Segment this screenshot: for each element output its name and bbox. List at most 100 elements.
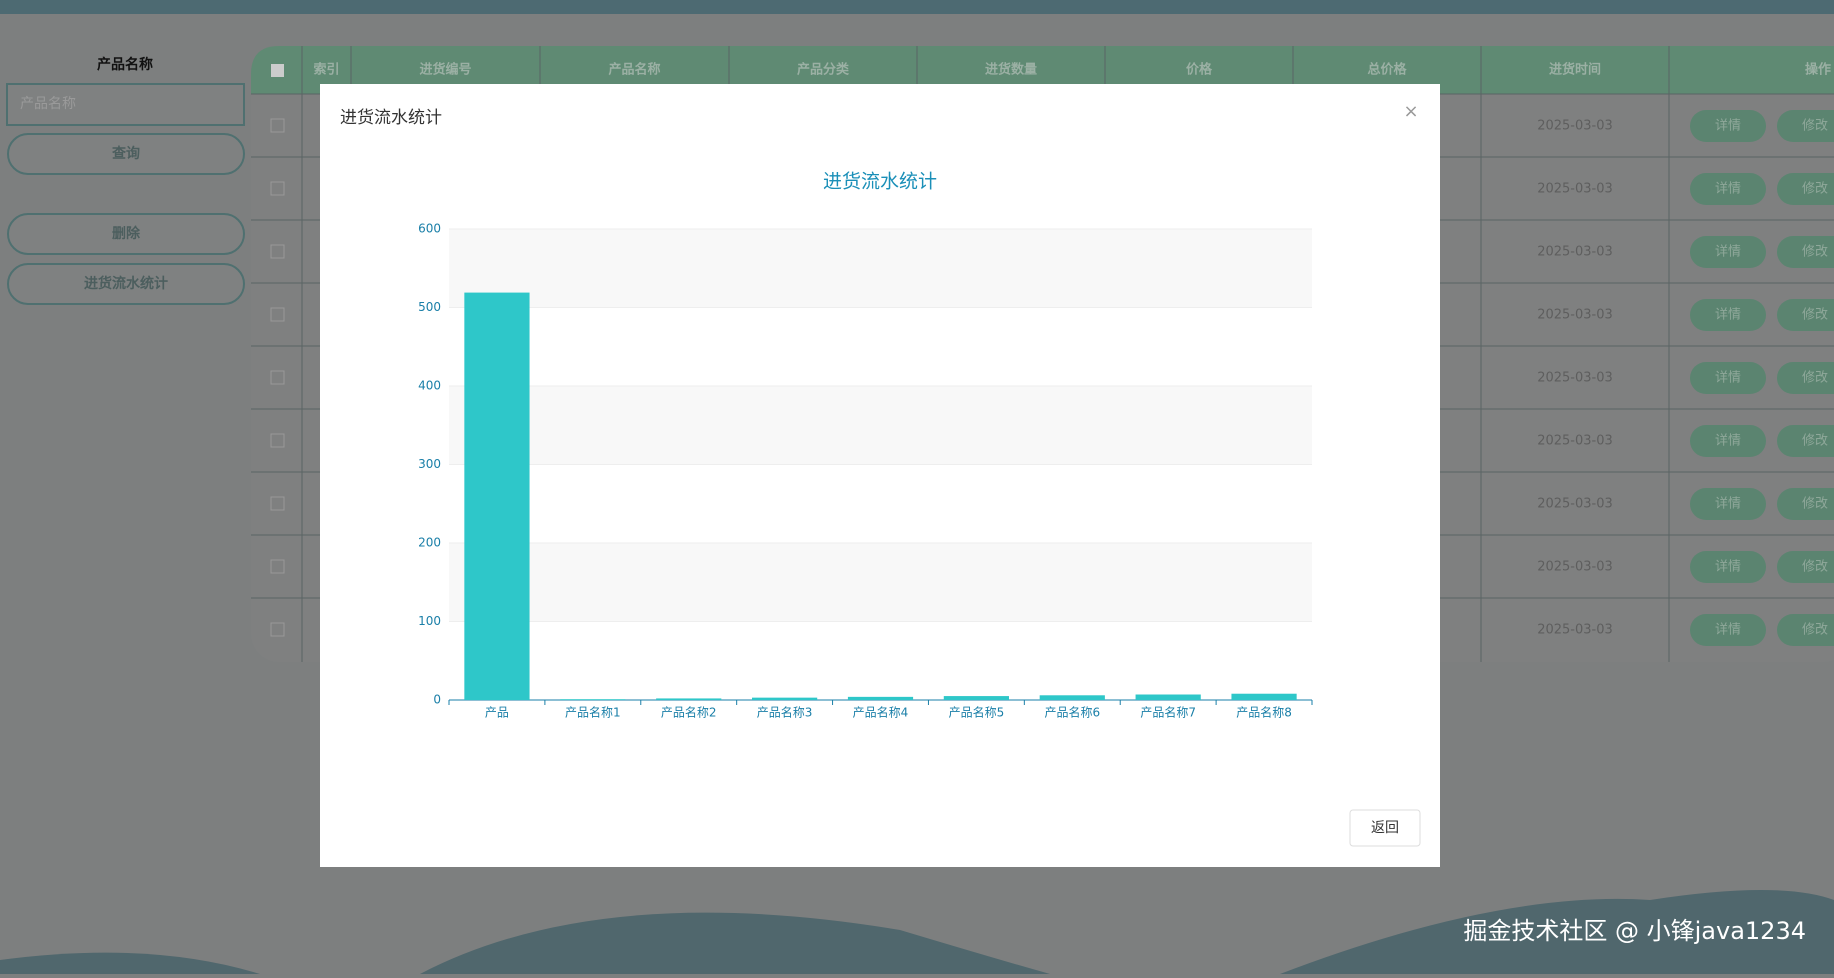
row-checkbox[interactable] <box>270 181 285 196</box>
action-button[interactable] <box>1690 173 1766 205</box>
table-header <box>251 46 1834 94</box>
action-button-label: 修改 <box>1802 119 1828 134</box>
action-button[interactable] <box>1777 173 1834 205</box>
action-button-label: 修改 <box>1802 497 1828 512</box>
return-button[interactable] <box>1349 809 1421 847</box>
row-checkbox[interactable] <box>270 307 285 322</box>
x-tick-label: 产品名称5 <box>949 705 1005 720</box>
action-button[interactable] <box>1690 362 1766 394</box>
sidebar-button-label: 进货流水统计 <box>84 275 168 292</box>
x-tick-label: 产品名称7 <box>1140 705 1196 720</box>
x-tick-label: 产品名称4 <box>853 705 909 720</box>
x-tick-label: 产品名称3 <box>757 705 813 720</box>
return-button-label: 返回 <box>1371 820 1399 836</box>
search-input[interactable] <box>6 83 245 126</box>
action-button[interactable] <box>1777 299 1834 331</box>
column-header: 索引 <box>313 62 339 78</box>
bar <box>560 699 626 700</box>
top-bar <box>0 0 1834 14</box>
action-button-label: 修改 <box>1802 560 1828 575</box>
row-checkbox[interactable] <box>270 433 285 448</box>
bar <box>847 696 914 700</box>
header-checkbox[interactable] <box>271 64 284 77</box>
action-button[interactable] <box>1777 614 1834 646</box>
filter-label: 产品名称 <box>97 56 153 73</box>
row-checkbox[interactable] <box>270 370 285 385</box>
action-button-label: 详情 <box>1715 371 1741 386</box>
date-cell: 2025-03-03 <box>1537 623 1613 638</box>
action-button[interactable] <box>1777 551 1834 583</box>
x-tick-label: 产品名称8 <box>1236 705 1292 720</box>
x-tick-label: 产品 <box>485 706 509 720</box>
column-header: 操作 <box>1805 62 1831 78</box>
action-button[interactable] <box>1690 110 1766 142</box>
action-button-label: 详情 <box>1715 497 1741 512</box>
bar <box>656 698 722 700</box>
action-button[interactable] <box>1690 299 1766 331</box>
grid-band <box>449 386 1312 465</box>
wave <box>0 952 260 974</box>
action-button[interactable] <box>1690 614 1766 646</box>
row-checkbox[interactable] <box>270 622 285 637</box>
y-tick-label: 500 <box>418 300 441 314</box>
action-button-label: 修改 <box>1802 434 1828 449</box>
date-cell: 2025-03-03 <box>1537 182 1613 197</box>
sidebar-button[interactable] <box>7 263 245 305</box>
action-button[interactable] <box>1690 236 1766 268</box>
y-tick-label: 400 <box>418 379 441 393</box>
action-button-label: 详情 <box>1715 119 1741 134</box>
action-button-label: 修改 <box>1802 182 1828 197</box>
y-tick-label: 600 <box>418 222 441 236</box>
date-cell: 2025-03-03 <box>1537 497 1613 512</box>
x-tick-label: 产品名称1 <box>565 705 621 720</box>
action-button[interactable] <box>1777 362 1834 394</box>
action-button-label: 修改 <box>1802 245 1828 260</box>
action-button[interactable] <box>1690 551 1766 583</box>
column-header: 总价格 <box>1367 62 1407 78</box>
column-header: 进货数量 <box>985 62 1037 78</box>
x-tick-label: 产品名称2 <box>661 705 717 720</box>
action-button[interactable] <box>1777 425 1834 457</box>
wave <box>420 912 1050 974</box>
grid-band <box>449 543 1312 622</box>
date-cell: 2025-03-03 <box>1537 434 1613 449</box>
sidebar-button-label: 删除 <box>112 225 141 242</box>
bar <box>464 292 530 700</box>
close-button[interactable]: × <box>1403 101 1418 122</box>
bar <box>752 697 818 700</box>
wave <box>1280 890 1834 974</box>
action-button[interactable] <box>1777 110 1834 142</box>
action-button[interactable] <box>1777 236 1834 268</box>
y-tick-label: 200 <box>418 536 441 550</box>
sidebar-button[interactable] <box>7 213 245 255</box>
column-header: 进货时间 <box>1549 62 1601 78</box>
grid-band <box>449 229 1312 308</box>
date-cell: 2025-03-03 <box>1537 308 1613 323</box>
action-button-label: 详情 <box>1715 245 1741 260</box>
action-button[interactable] <box>1777 488 1834 520</box>
row-checkbox[interactable] <box>270 559 285 574</box>
sidebar-button[interactable] <box>7 133 245 175</box>
action-button-label: 修改 <box>1802 308 1828 323</box>
modal: 进货流水统计 × 进货流水统计 返回 0 100 200 300 400 500 600 产品… <box>320 84 1440 867</box>
bar <box>1231 693 1297 700</box>
action-button-label: 修改 <box>1802 623 1828 638</box>
x-tick-label: 产品名称6 <box>1044 705 1100 720</box>
action-button[interactable] <box>1690 488 1766 520</box>
row-checkbox[interactable] <box>270 118 285 133</box>
action-button-label: 修改 <box>1802 371 1828 386</box>
bar <box>1039 695 1105 700</box>
bar <box>1135 694 1201 700</box>
sidebar-button-label: 查询 <box>112 145 140 162</box>
action-button[interactable] <box>1690 425 1766 457</box>
action-button-label: 详情 <box>1715 182 1741 197</box>
column-header: 价格 <box>1186 62 1213 78</box>
action-button-label: 详情 <box>1715 560 1741 575</box>
row-checkbox[interactable] <box>270 496 285 511</box>
row-checkbox[interactable] <box>270 244 285 259</box>
date-cell: 2025-03-03 <box>1537 371 1613 386</box>
column-header: 产品分类 <box>797 62 850 78</box>
